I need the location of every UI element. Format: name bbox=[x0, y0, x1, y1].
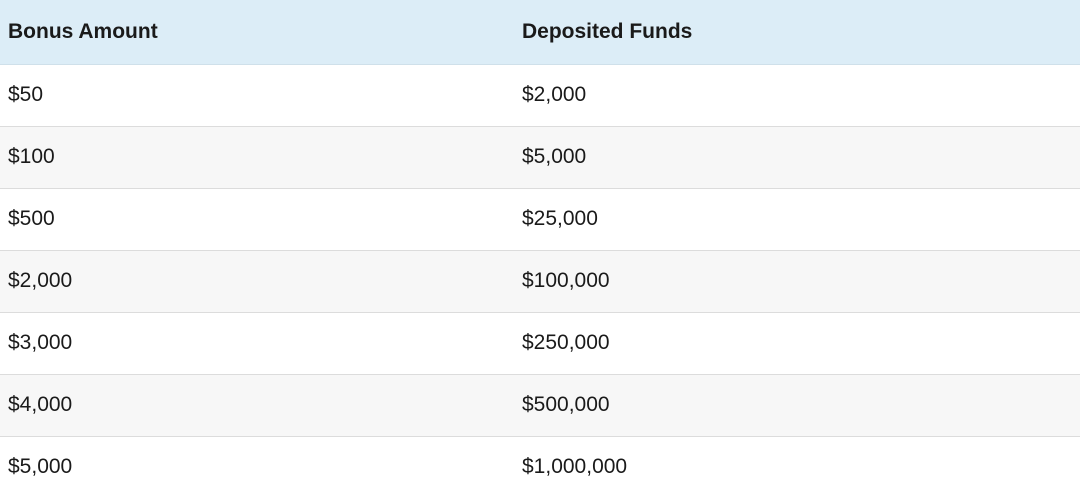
bonus-amount-cell: $4,000 bbox=[0, 374, 512, 437]
deposited-funds-cell: $5,000 bbox=[512, 126, 1080, 189]
bonus-amount-cell: $5,000 bbox=[0, 436, 512, 498]
deposited-funds-cell: $100,000 bbox=[512, 250, 1080, 313]
table-row: $100 $5,000 bbox=[0, 126, 1080, 189]
bonus-amount-cell: $3,000 bbox=[0, 312, 512, 375]
table-body: $50 $2,000 $100 $5,000 $500 $25,000 $2,0… bbox=[0, 64, 1080, 498]
deposited-funds-cell: $2,000 bbox=[512, 64, 1080, 127]
header-row: Bonus Amount Deposited Funds bbox=[0, 0, 1080, 65]
bonus-amount-cell: $500 bbox=[0, 188, 512, 251]
column-header-deposited-funds: Deposited Funds bbox=[512, 0, 1080, 65]
table-row: $50 $2,000 bbox=[0, 64, 1080, 127]
column-header-bonus-amount: Bonus Amount bbox=[0, 0, 512, 65]
table-row: $5,000 $1,000,000 bbox=[0, 436, 1080, 498]
bonus-amount-cell: $50 bbox=[0, 64, 512, 127]
deposited-funds-cell: $1,000,000 bbox=[512, 436, 1080, 498]
table-header: Bonus Amount Deposited Funds bbox=[0, 0, 1080, 65]
table-row: $4,000 $500,000 bbox=[0, 374, 1080, 437]
table-row: $500 $25,000 bbox=[0, 188, 1080, 251]
bonus-amount-cell: $2,000 bbox=[0, 250, 512, 313]
deposited-funds-cell: $500,000 bbox=[512, 374, 1080, 437]
table-row: $2,000 $100,000 bbox=[0, 250, 1080, 313]
bonus-amount-cell: $100 bbox=[0, 126, 512, 189]
deposited-funds-cell: $250,000 bbox=[512, 312, 1080, 375]
table-row: $3,000 $250,000 bbox=[0, 312, 1080, 375]
deposited-funds-cell: $25,000 bbox=[512, 188, 1080, 251]
